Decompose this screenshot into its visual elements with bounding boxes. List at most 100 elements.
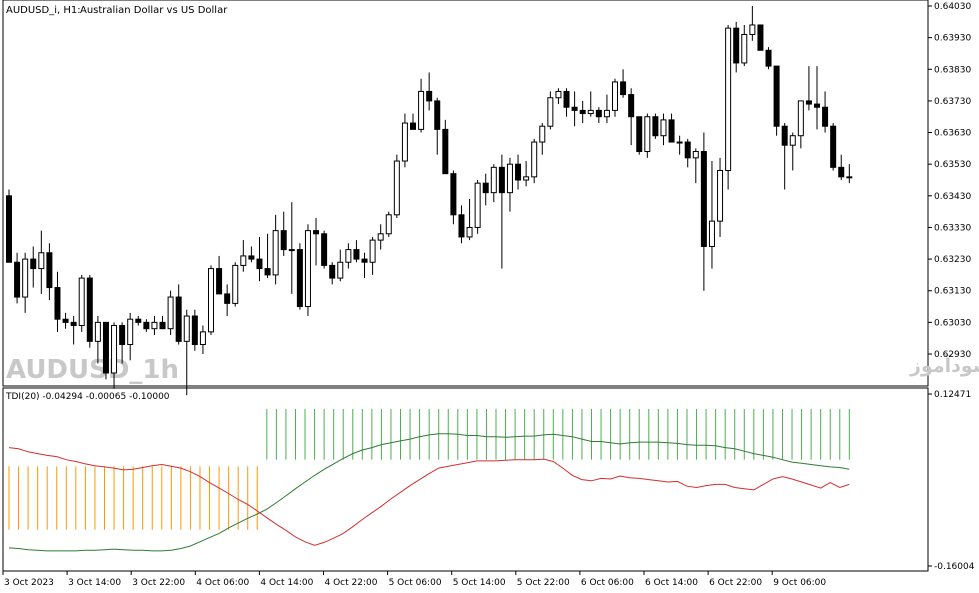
candle-body (224, 293, 231, 304)
candle (345, 243, 352, 269)
price-tick-label: 0.63130 (934, 287, 971, 297)
candle (111, 322, 118, 389)
candle (264, 233, 271, 279)
candle (175, 284, 182, 345)
candle (644, 113, 651, 158)
candle (216, 255, 223, 295)
candle (717, 157, 724, 237)
candle-body (167, 296, 174, 330)
candle (62, 312, 69, 329)
candle (102, 321, 109, 380)
candle (296, 243, 303, 310)
candle (838, 154, 845, 180)
candle-body (846, 176, 853, 179)
candle-body (805, 100, 812, 105)
candle-body (603, 109, 610, 118)
candle-body (797, 100, 804, 137)
candle-body (830, 125, 837, 168)
candle-body (46, 252, 53, 289)
candle (321, 230, 328, 269)
candle-body (151, 321, 158, 330)
candle-body (385, 214, 392, 235)
candle (797, 100, 804, 149)
candle (636, 116, 643, 155)
time-tick-label: 3 Oct 22:00 (132, 578, 185, 588)
candle (38, 230, 45, 294)
candle-body (143, 321, 150, 330)
candle (167, 290, 174, 336)
candle-body (337, 261, 344, 279)
candle-body (571, 106, 578, 111)
candle-body (458, 214, 465, 238)
candle (418, 78, 425, 133)
candle-body (38, 252, 45, 270)
candle (361, 252, 368, 279)
time-tick-label: 5 Oct 06:00 (389, 578, 442, 588)
candle-body (377, 233, 384, 241)
candle-body (523, 176, 530, 181)
candle (30, 246, 37, 288)
candle (70, 316, 77, 345)
time-tick-label: 6 Oct 14:00 (645, 578, 698, 588)
candle (805, 66, 812, 111)
candle-body (708, 220, 715, 247)
time-tick-label: 6 Oct 22:00 (709, 578, 762, 588)
time-tick-label: 6 Oct 06:00 (581, 578, 634, 588)
candle (304, 224, 311, 317)
candle (700, 132, 707, 291)
candle-body (208, 268, 214, 333)
candle-body (765, 49, 772, 67)
candle (676, 135, 683, 155)
candle-body (304, 230, 311, 308)
candle-body (272, 230, 279, 276)
candle-body (119, 325, 126, 346)
candle-body (54, 287, 61, 320)
candle (555, 88, 562, 105)
price-tick-label: 0.63930 (934, 34, 971, 44)
candle-body (127, 318, 134, 346)
candle (830, 123, 837, 171)
time-tick-label: 3 Oct 2023 (4, 578, 54, 588)
candle-body (256, 258, 263, 270)
candle-body (102, 321, 109, 374)
candle (151, 316, 158, 336)
tdi-histogram (8, 408, 850, 530)
candle-body (547, 97, 554, 127)
candle (563, 88, 570, 117)
candle-body (418, 90, 425, 130)
candle (814, 66, 820, 130)
candle (474, 180, 481, 234)
candle-body (329, 264, 336, 279)
candle-body (539, 125, 546, 143)
candle-body (563, 90, 570, 108)
tdi-lines (8, 433, 850, 552)
price-tick-label: 0.62930 (934, 350, 971, 360)
time-tick-label: 5 Oct 22:00 (517, 578, 570, 588)
candle-body (14, 261, 21, 298)
candle-body (515, 163, 522, 181)
candle (6, 189, 12, 263)
candle (692, 148, 699, 184)
candle-body (369, 239, 376, 263)
candle-body (676, 141, 683, 144)
candle (612, 78, 618, 117)
candle (54, 271, 61, 332)
candle-body (353, 249, 360, 260)
candle (369, 236, 376, 275)
candle (434, 97, 441, 155)
candle-body (30, 258, 37, 270)
tdi-axis: 0.12471 -0.16004 (928, 390, 975, 572)
candle (660, 113, 667, 146)
candle (240, 240, 247, 272)
candle (547, 91, 554, 130)
candle-body (393, 160, 400, 216)
candle (725, 24, 732, 190)
candle (652, 113, 659, 139)
candle-body (612, 81, 618, 111)
candle (78, 274, 85, 332)
candle (86, 274, 93, 348)
candle (353, 240, 360, 263)
candle-body (22, 258, 29, 298)
candle (401, 113, 408, 168)
candle (506, 157, 513, 212)
